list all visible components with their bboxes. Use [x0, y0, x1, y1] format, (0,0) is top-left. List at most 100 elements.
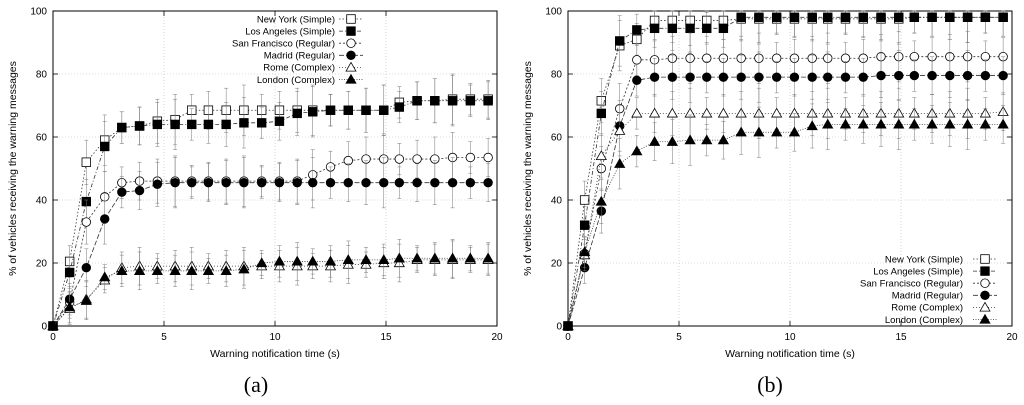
data-point	[186, 265, 198, 275]
x-tick-label: 0	[565, 332, 571, 343]
grid	[53, 11, 497, 326]
series-line	[52, 98, 489, 327]
series-line	[567, 56, 1004, 327]
legend-label: Los Angeles (Simple)	[873, 266, 963, 277]
y-tick-label: 60	[36, 133, 48, 144]
data-point	[394, 102, 405, 112]
legend-label: Rome (Complex)	[891, 303, 963, 314]
data-point	[483, 96, 493, 106]
data-point	[343, 105, 353, 115]
data-point	[736, 72, 746, 82]
data-point	[649, 23, 660, 34]
legend-marker	[979, 313, 991, 324]
data-point	[412, 177, 422, 188]
chart-panel-b: 0 20 40 60 80 100 0 5 10 15 20 Warning notification…	[522, 7, 1018, 398]
legend-marker	[980, 266, 990, 276]
y-tick-label: 40	[36, 196, 48, 207]
data-point	[997, 118, 1009, 129]
panel-label: (b)	[757, 372, 783, 397]
data-point	[822, 118, 834, 129]
legend-label: Madrid (Regular)	[264, 51, 335, 62]
data-point	[465, 96, 476, 106]
data-point	[595, 150, 607, 161]
data-point	[151, 265, 163, 275]
data-point	[667, 23, 678, 34]
x-tick-label: 15	[380, 332, 392, 343]
data-point	[807, 72, 817, 82]
data-point	[789, 72, 800, 82]
x-tick-label: 20	[1006, 332, 1018, 343]
data-point	[170, 119, 180, 130]
data-point	[465, 152, 476, 163]
data-point	[961, 118, 974, 129]
data-point	[133, 265, 146, 275]
x-axis-title: Warning notification time (s)	[725, 348, 855, 360]
data-point	[771, 107, 783, 118]
data-point	[411, 252, 423, 263]
data-point	[274, 177, 285, 188]
x-tick-label: 15	[895, 332, 907, 343]
data-point	[701, 134, 713, 145]
data-point	[342, 254, 354, 264]
data-point	[292, 108, 302, 119]
data-point	[998, 12, 1008, 23]
data-point	[361, 177, 371, 188]
data-point	[718, 72, 729, 82]
data-point	[64, 301, 76, 312]
data-point	[632, 55, 642, 65]
data-point	[579, 220, 590, 230]
data-point	[701, 107, 713, 118]
data-point	[430, 177, 440, 188]
legend-label: San Francisco (Regular)	[232, 39, 335, 50]
series-6	[562, 98, 1009, 331]
legend-marker	[980, 290, 990, 301]
data-point	[256, 257, 268, 268]
data-point	[221, 177, 231, 188]
series-6	[47, 239, 494, 331]
series-4	[563, 50, 1008, 331]
series-line	[567, 124, 1004, 327]
data-point	[430, 96, 440, 106]
series-3	[48, 132, 493, 331]
data-point	[464, 252, 476, 263]
legend-marker	[345, 61, 357, 72]
data-point	[80, 295, 92, 305]
data-point	[170, 177, 180, 188]
legend-marker	[346, 38, 356, 48]
data-point	[857, 118, 869, 129]
data-point	[562, 320, 574, 331]
data-point	[292, 177, 302, 188]
data-point	[684, 134, 696, 145]
data-point	[962, 70, 973, 81]
y-tick-label: 60	[551, 133, 563, 144]
data-point	[839, 118, 852, 129]
legend-marker	[345, 73, 357, 84]
data-point	[307, 255, 319, 266]
data-point	[81, 263, 92, 273]
data-point	[945, 70, 955, 81]
data-point	[81, 217, 92, 227]
legend-label: Los Angeles (Simple)	[245, 26, 335, 37]
y-tick-label: 20	[551, 259, 563, 270]
data-point	[203, 177, 214, 188]
data-point	[99, 271, 111, 282]
data-point	[753, 126, 765, 137]
data-point	[100, 214, 110, 224]
data-point	[980, 70, 991, 81]
data-point	[447, 96, 458, 106]
data-point	[717, 134, 730, 145]
data-point	[909, 12, 920, 23]
data-point	[823, 72, 833, 82]
data-point	[134, 185, 145, 196]
data-point	[393, 252, 405, 263]
data-point	[909, 70, 920, 81]
y-axis-title: % of vehicles receiving the warning mess…	[7, 61, 19, 276]
data-point	[998, 70, 1008, 81]
series-line	[52, 100, 489, 327]
y-axis-title: % of vehicles receiving the warning mess…	[522, 61, 534, 276]
data-point	[361, 105, 371, 115]
data-point	[579, 195, 590, 205]
data-point	[152, 179, 163, 189]
data-point	[273, 255, 286, 266]
legend-marker	[980, 254, 990, 264]
